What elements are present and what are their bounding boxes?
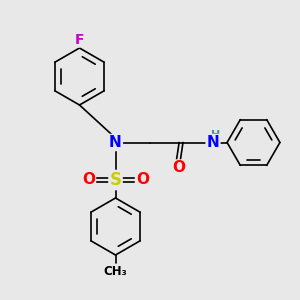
Text: N: N <box>109 135 122 150</box>
Text: CH₃: CH₃ <box>103 265 127 278</box>
Text: S: S <box>110 171 122 189</box>
Text: H: H <box>211 130 220 140</box>
Text: N: N <box>207 135 219 150</box>
Text: F: F <box>75 33 84 46</box>
Text: O: O <box>82 172 95 188</box>
Text: O: O <box>136 172 149 188</box>
Text: O: O <box>172 160 185 175</box>
